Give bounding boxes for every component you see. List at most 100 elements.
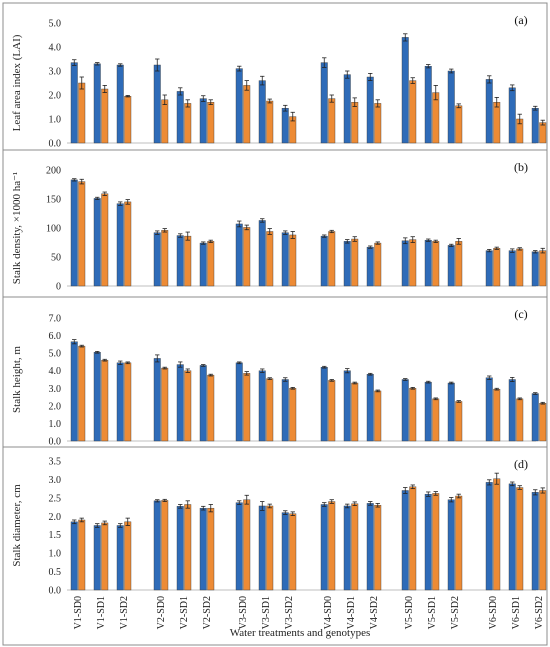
error-bar <box>329 94 334 103</box>
error-bar <box>410 77 415 84</box>
bar-series-1-v3-sd2 <box>281 512 289 591</box>
error-bar <box>283 510 288 515</box>
bar-series-1-v5-sd1 <box>424 239 432 287</box>
error-bar <box>201 241 206 245</box>
error-bar <box>155 230 160 235</box>
error-bar <box>533 105 538 111</box>
bar-series-1-v1-sd0 <box>70 62 78 144</box>
error-bar <box>178 233 183 238</box>
error-bar <box>267 503 272 509</box>
error-bar <box>410 236 415 243</box>
error-bar <box>510 481 515 487</box>
error-bar <box>290 231 295 239</box>
error-bar <box>162 94 167 105</box>
bar-series-2-v3-sd0 <box>243 227 251 287</box>
error-bar <box>79 76 84 90</box>
error-bar <box>345 239 350 244</box>
bar-series-1-v1-sd2 <box>116 525 124 591</box>
x-tick-label: V5-SD0 <box>404 596 415 629</box>
bar-series-1-v6-sd0 <box>485 250 493 287</box>
x-tick-label: V3-SD1 <box>261 596 272 629</box>
error-bar <box>155 499 160 503</box>
bar-series-1-v6-sd0 <box>485 79 493 144</box>
error-bar <box>95 350 100 354</box>
panel-letter: (b) <box>514 160 528 174</box>
error-bar <box>178 361 183 368</box>
error-bar <box>403 487 408 494</box>
bar-series-2-v3-sd0 <box>243 373 251 442</box>
bar-series-2-v4-sd2 <box>374 505 382 591</box>
error-bar <box>267 98 272 104</box>
error-bar <box>72 519 77 525</box>
bar-series-2-v2-sd0 <box>161 230 169 287</box>
error-bar <box>237 361 242 365</box>
bar-series-1-v3-sd1 <box>258 505 266 591</box>
bar-series-2-v3-sd0 <box>243 85 251 144</box>
bar-series-1-v3-sd2 <box>281 379 289 442</box>
bar-series-1-v1-sd2 <box>116 203 124 287</box>
y-tick-label: 0 <box>56 282 61 293</box>
bar-series-1-v1-sd0 <box>70 341 78 442</box>
error-bar <box>79 344 84 348</box>
bar-series-2-v5-sd2 <box>455 105 463 144</box>
error-bar <box>426 380 431 384</box>
bar-series-2-v1-sd1 <box>101 359 109 442</box>
bar-series-1-v6-sd2 <box>531 107 539 144</box>
bar-series-1-v3-sd1 <box>258 80 266 144</box>
y-tick-label: 0.0 <box>49 139 62 150</box>
error-bar <box>244 494 249 505</box>
error-bar <box>260 218 265 223</box>
bar-series-2-v1-sd1 <box>101 522 109 591</box>
y-axis-title: Leaf area index (LAI) <box>11 34 23 131</box>
error-bar <box>72 59 77 66</box>
bar-series-2-v1-sd0 <box>78 519 86 591</box>
y-tick-label: 2.0 <box>49 512 62 523</box>
error-bar <box>456 493 461 499</box>
bar-series-2-v4-sd1 <box>351 503 359 591</box>
bar-series-1-v6-sd1 <box>508 87 516 144</box>
bar-series-1-v1-sd1 <box>93 63 101 144</box>
error-bar <box>102 85 107 93</box>
bar-series-2-v1-sd0 <box>78 181 86 287</box>
bar-series-2-v5-sd0 <box>409 388 417 442</box>
bar-series-1-v5-sd0 <box>401 490 409 591</box>
bar-series-2-v6-sd0 <box>493 248 501 287</box>
error-bar <box>517 113 522 125</box>
y-tick-label: 4.0 <box>49 366 62 377</box>
bar-series-1-v5-sd0 <box>401 379 409 442</box>
y-tick-label: 0.5 <box>49 567 62 578</box>
bar-series-2-v1-sd1 <box>101 88 109 144</box>
error-bar <box>449 68 454 74</box>
y-tick-label: 100 <box>46 224 61 235</box>
bar-series-1-v5-sd2 <box>447 382 455 442</box>
error-bar <box>449 243 454 247</box>
bar-series-2-v3-sd0 <box>243 499 251 591</box>
x-tick-label: V6-SD0 <box>488 596 499 629</box>
bar-series-2-v4-sd2 <box>374 103 382 144</box>
error-bar <box>162 498 167 502</box>
bar-series-2-v3-sd2 <box>289 234 297 287</box>
bar-series-1-v4-sd1 <box>343 505 351 591</box>
error-bar <box>345 70 350 79</box>
error-bar <box>290 387 295 390</box>
error-bar <box>79 178 84 185</box>
bar-series-2-v1-sd2 <box>124 95 132 144</box>
bar-series-1-v6-sd2 <box>531 492 539 591</box>
bar-series-2-v6-sd0 <box>493 478 501 591</box>
error-bar <box>494 387 499 391</box>
error-bar <box>494 246 499 250</box>
y-tick-label: 4.0 <box>49 43 62 54</box>
error-bar <box>155 58 160 72</box>
error-bar <box>201 505 206 511</box>
x-axis-tick-labels: V1-SD0 V1-SD1 V1-SD2 V2-SD0 V2-SD1 V2-SD2 V3-S… <box>73 596 545 629</box>
bar-series-2-v5-sd0 <box>409 80 417 144</box>
error-bar <box>162 366 167 370</box>
bar-series-1-v4-sd2 <box>366 374 374 442</box>
bar-series-1-v1-sd1 <box>93 352 101 442</box>
x-tick-label: V5-SD1 <box>427 596 438 629</box>
error-bar <box>410 387 415 390</box>
error-bar <box>456 400 461 403</box>
y-tick-label: 2.5 <box>49 493 62 504</box>
error-bar <box>125 361 130 365</box>
bar-series-1-v4-sd1 <box>343 241 351 287</box>
